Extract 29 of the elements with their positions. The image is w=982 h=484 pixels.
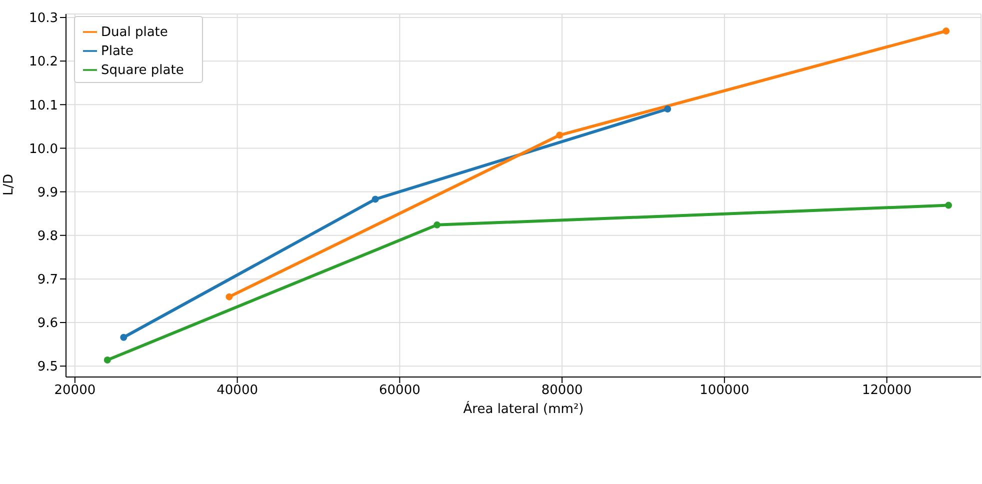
- legend-label: Dual plate: [101, 25, 168, 40]
- point: [556, 132, 564, 139]
- y-tick-label: 10.3: [29, 11, 58, 26]
- y-tick-label: 9.7: [37, 272, 58, 288]
- y-tick-label: 9.5: [37, 360, 58, 375]
- y-tick-label: 9.8: [37, 228, 58, 244]
- x-tick-label: 20000: [54, 383, 96, 398]
- point: [945, 202, 952, 209]
- x-tick-label: 80000: [541, 383, 583, 398]
- y-tick-label: 9.9: [37, 185, 58, 200]
- point: [120, 334, 128, 341]
- y-tick-label: 10.2: [29, 54, 58, 70]
- y-tick-label: 9.6: [37, 316, 58, 332]
- point: [942, 27, 950, 34]
- x-tick-label: 100000: [700, 383, 750, 398]
- point: [226, 293, 233, 300]
- y-tick-label: 10.1: [29, 98, 58, 114]
- y-axis-title: L/D: [2, 174, 17, 196]
- x-tick-label: 120000: [862, 383, 912, 398]
- x-axis-title: Área lateral (mm²): [463, 400, 584, 417]
- legend-label: Square plate: [101, 63, 184, 78]
- point: [434, 221, 441, 228]
- point: [372, 196, 379, 203]
- x-tick-label: 40000: [216, 383, 258, 398]
- legend-label: Plate: [101, 44, 134, 59]
- x-tick-label: 60000: [379, 383, 420, 398]
- point: [664, 106, 672, 112]
- y-tick-label: 10.0: [29, 142, 58, 157]
- point: [104, 356, 111, 364]
